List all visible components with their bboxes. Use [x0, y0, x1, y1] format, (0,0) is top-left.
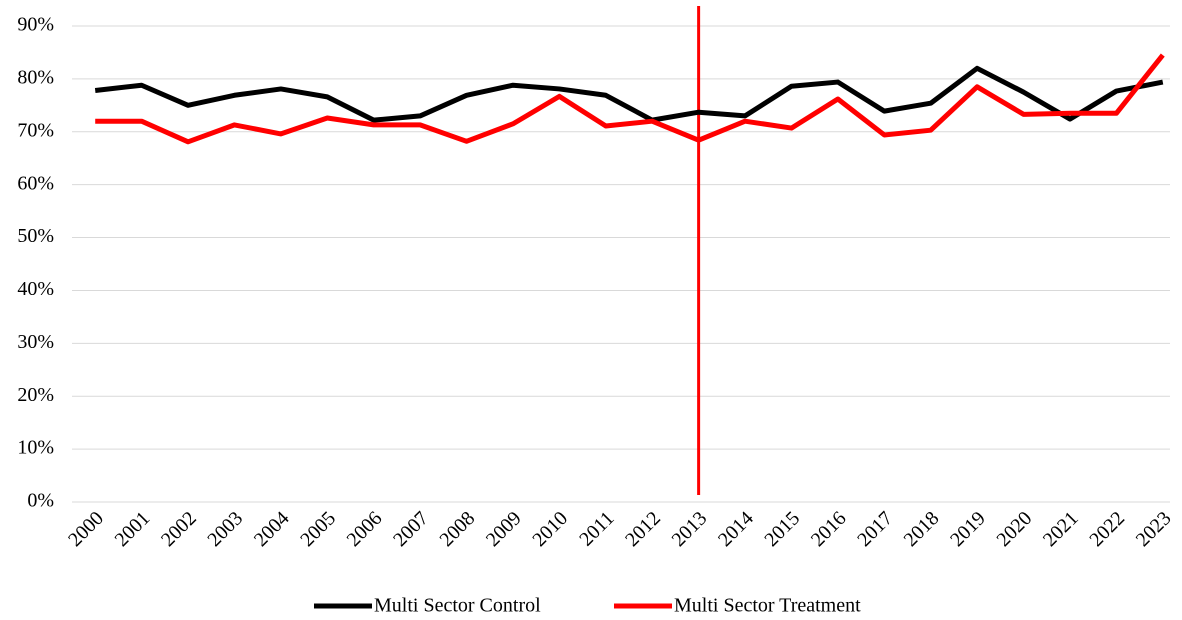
- x-tick-label: 2004: [250, 507, 294, 551]
- x-tick-label: 2021: [1039, 507, 1083, 551]
- x-tick-label: 2007: [389, 507, 433, 551]
- x-tick-label: 2019: [946, 507, 990, 551]
- y-tick-label: 0%: [27, 490, 54, 512]
- y-tick-label: 20%: [17, 384, 54, 406]
- legend-label: Multi Sector Treatment: [674, 595, 861, 617]
- x-tick-label: 2018: [900, 507, 944, 551]
- x-tick-label: 2023: [1132, 507, 1176, 551]
- y-tick-label: 30%: [17, 331, 54, 353]
- x-tick-label: 2006: [343, 507, 387, 551]
- x-tick-label: 2003: [203, 507, 247, 551]
- x-tick-label: 2010: [528, 507, 572, 551]
- x-tick-label: 2001: [111, 507, 155, 551]
- series-line: [94, 65, 1164, 123]
- x-tick-label: 2013: [668, 507, 712, 551]
- x-tick-label: 2016: [807, 507, 851, 551]
- y-tick-label: 40%: [17, 278, 54, 300]
- y-tick-label: 50%: [17, 225, 54, 247]
- x-tick-label: 2011: [575, 507, 618, 550]
- legend-label: Multi Sector Control: [374, 595, 541, 617]
- y-tick-label: 70%: [17, 119, 54, 141]
- series-line: [95, 53, 1165, 145]
- x-tick-label: 2017: [853, 507, 897, 551]
- y-tick-label: 80%: [17, 66, 54, 88]
- x-tick-label: 2002: [157, 507, 201, 551]
- x-tick-label: 2009: [482, 507, 526, 551]
- x-tick-label: 2000: [64, 507, 108, 551]
- x-tick-label: 2014: [714, 507, 758, 551]
- y-tick-label: 10%: [17, 437, 54, 459]
- x-tick-label: 2012: [621, 507, 665, 551]
- y-tick-label: 60%: [17, 172, 54, 194]
- x-tick-label: 2008: [435, 507, 479, 551]
- y-tick-label: 90%: [17, 14, 54, 36]
- x-tick-label: 2015: [760, 507, 804, 551]
- x-tick-label: 2022: [1085, 507, 1129, 551]
- x-tick-label: 2020: [992, 507, 1036, 551]
- x-tick-label: 2005: [296, 507, 340, 551]
